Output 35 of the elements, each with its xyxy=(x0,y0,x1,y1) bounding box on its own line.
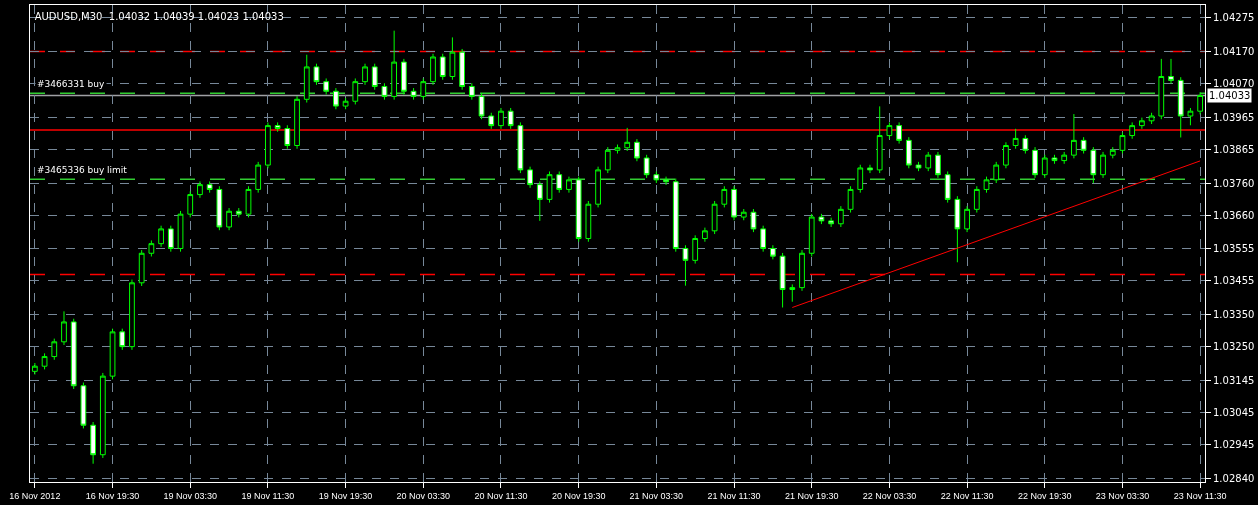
x-tick-label: 22 Nov 11:30 xyxy=(940,490,994,501)
ref-line-label: 1.04033 xyxy=(1209,90,1251,101)
y-tick-label: 1.04070 xyxy=(1213,78,1255,90)
x-tick-label: 20 Nov 03:30 xyxy=(396,490,451,501)
x-tick-label: 21 Nov 11:30 xyxy=(707,490,761,501)
y-tick-label: 1.03760 xyxy=(1213,177,1255,189)
y-tick-label: 1.03350 xyxy=(1213,309,1255,321)
y-tick-label: 1.03250 xyxy=(1213,341,1255,353)
x-tick-label: 23 Nov 03:30 xyxy=(1095,490,1150,501)
x-tick-label: 20 Nov 11:30 xyxy=(474,490,528,501)
y-tick-label: 1.02945 xyxy=(1213,438,1255,450)
x-tick-label: 19 Nov 11:30 xyxy=(241,490,295,501)
x-tick-label: 19 Nov 03:30 xyxy=(163,490,217,501)
x-tick-label: 23 Nov 11:30 xyxy=(1173,490,1227,501)
x-tick-label: 22 Nov 03:30 xyxy=(862,490,917,501)
y-tick-label: 1.03865 xyxy=(1213,143,1255,155)
x-tick-label: 21 Nov 03:30 xyxy=(629,490,684,501)
y-tick-label: 1.04275 xyxy=(1213,12,1255,24)
text: AUDUSD,M30 1.04032 1.04039 1.04023 1.04033 xyxy=(34,10,284,22)
x-tick-label: 16 Nov 19:30 xyxy=(85,490,140,501)
x-tick-label: 19 Nov 19:30 xyxy=(318,490,373,501)
y-tick-label: 1.03965 xyxy=(1213,111,1255,123)
y-tick-label: 1.03555 xyxy=(1213,243,1255,255)
ref-line-label: #3465336 buy limit xyxy=(37,165,128,175)
x-tick-label: 22 Nov 19:30 xyxy=(1018,490,1072,501)
y-tick-label: 1.02840 xyxy=(1213,472,1255,484)
y-tick-label: 1.03145 xyxy=(1213,374,1255,386)
y-tick-label: 1.03455 xyxy=(1213,275,1255,287)
ref-line-label: #3466331 buy xyxy=(37,79,105,89)
y-tick-label: 1.04170 xyxy=(1213,46,1255,58)
x-tick-label: 16 Nov 2012 xyxy=(9,490,61,501)
y-tick-label: 1.03045 xyxy=(1213,406,1255,418)
x-tick-label: 20 Nov 19:30 xyxy=(551,490,606,501)
y-tick-label: 1.03660 xyxy=(1213,209,1255,221)
x-tick-label: 21 Nov 19:30 xyxy=(784,490,839,501)
